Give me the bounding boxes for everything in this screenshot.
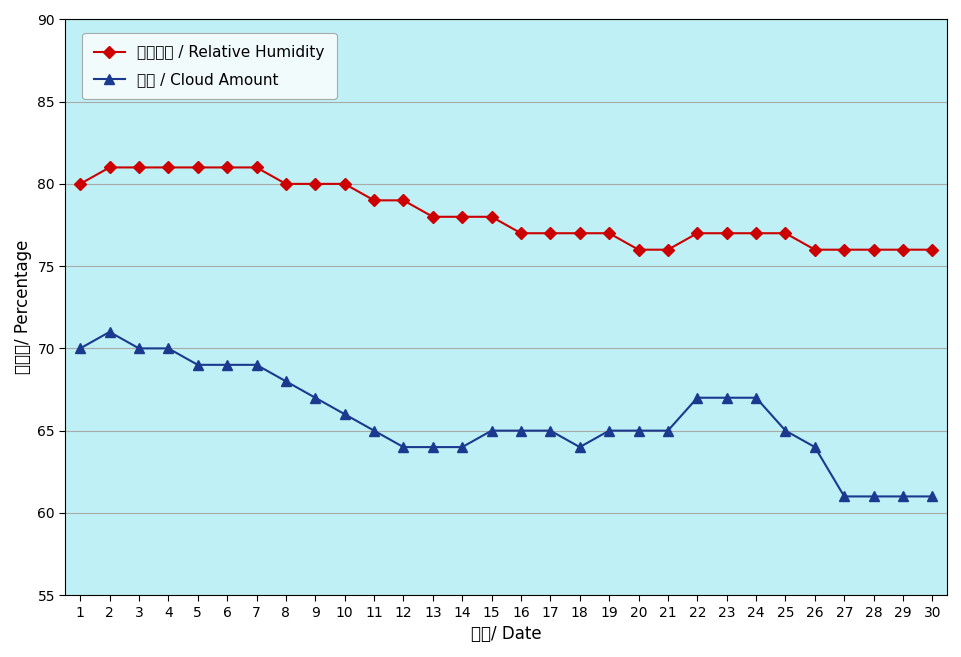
Line: 相對濕度 / Relative Humidity: 相對濕度 / Relative Humidity bbox=[76, 164, 937, 254]
雲量 / Cloud Amount bbox=[809, 443, 821, 451]
相對濕度 / Relative Humidity bbox=[692, 229, 703, 237]
相對濕度 / Relative Humidity bbox=[868, 246, 879, 254]
雲量 / Cloud Amount bbox=[926, 493, 938, 501]
相對濕度 / Relative Humidity bbox=[926, 246, 938, 254]
相對濕度 / Relative Humidity bbox=[398, 196, 409, 204]
相對濕度 / Relative Humidity bbox=[632, 246, 644, 254]
雲量 / Cloud Amount bbox=[632, 426, 644, 434]
雲量 / Cloud Amount bbox=[162, 344, 174, 352]
雲量 / Cloud Amount bbox=[779, 426, 791, 434]
相對濕度 / Relative Humidity bbox=[192, 164, 204, 171]
X-axis label: 日期/ Date: 日期/ Date bbox=[471, 625, 542, 643]
相對濕度 / Relative Humidity bbox=[515, 229, 527, 237]
雲量 / Cloud Amount bbox=[74, 344, 86, 352]
相對濕度 / Relative Humidity bbox=[339, 180, 351, 188]
相對濕度 / Relative Humidity bbox=[456, 213, 468, 221]
雲量 / Cloud Amount bbox=[839, 493, 850, 501]
雲量 / Cloud Amount bbox=[309, 394, 321, 401]
相對濕度 / Relative Humidity bbox=[721, 229, 732, 237]
雲量 / Cloud Amount bbox=[604, 426, 615, 434]
相對濕度 / Relative Humidity bbox=[251, 164, 262, 171]
雲量 / Cloud Amount bbox=[339, 410, 351, 418]
相對濕度 / Relative Humidity bbox=[779, 229, 791, 237]
相對濕度 / Relative Humidity bbox=[309, 180, 321, 188]
雲量 / Cloud Amount bbox=[104, 328, 115, 336]
相對濕度 / Relative Humidity bbox=[221, 164, 233, 171]
相對濕度 / Relative Humidity bbox=[604, 229, 615, 237]
雲量 / Cloud Amount bbox=[515, 426, 527, 434]
雲量 / Cloud Amount bbox=[486, 426, 498, 434]
相對濕度 / Relative Humidity bbox=[898, 246, 909, 254]
雲量 / Cloud Amount bbox=[721, 394, 732, 401]
相對濕度 / Relative Humidity bbox=[368, 196, 380, 204]
相對濕度 / Relative Humidity bbox=[574, 229, 585, 237]
雲量 / Cloud Amount bbox=[898, 493, 909, 501]
雲量 / Cloud Amount bbox=[868, 493, 879, 501]
雲量 / Cloud Amount bbox=[751, 394, 762, 401]
相對濕度 / Relative Humidity bbox=[427, 213, 438, 221]
相對濕度 / Relative Humidity bbox=[134, 164, 145, 171]
相對濕度 / Relative Humidity bbox=[104, 164, 115, 171]
相對濕度 / Relative Humidity bbox=[839, 246, 850, 254]
相對濕度 / Relative Humidity bbox=[486, 213, 498, 221]
雲量 / Cloud Amount bbox=[692, 394, 703, 401]
Legend: 相對濕度 / Relative Humidity, 雲量 / Cloud Amount: 相對濕度 / Relative Humidity, 雲量 / Cloud Amo… bbox=[82, 33, 336, 99]
相對濕度 / Relative Humidity bbox=[751, 229, 762, 237]
雲量 / Cloud Amount bbox=[280, 377, 291, 385]
雲量 / Cloud Amount bbox=[662, 426, 674, 434]
雲量 / Cloud Amount bbox=[545, 426, 556, 434]
雲量 / Cloud Amount bbox=[251, 361, 262, 369]
雲量 / Cloud Amount bbox=[427, 443, 438, 451]
Line: 雲量 / Cloud Amount: 雲量 / Cloud Amount bbox=[75, 327, 937, 501]
Y-axis label: 百分比/ Percentage: 百分比/ Percentage bbox=[13, 240, 32, 374]
相對濕度 / Relative Humidity bbox=[162, 164, 174, 171]
相對濕度 / Relative Humidity bbox=[74, 180, 86, 188]
雲量 / Cloud Amount bbox=[398, 443, 409, 451]
雲量 / Cloud Amount bbox=[574, 443, 585, 451]
相對濕度 / Relative Humidity bbox=[662, 246, 674, 254]
相對濕度 / Relative Humidity bbox=[280, 180, 291, 188]
雲量 / Cloud Amount bbox=[192, 361, 204, 369]
雲量 / Cloud Amount bbox=[134, 344, 145, 352]
雲量 / Cloud Amount bbox=[368, 426, 380, 434]
相對濕度 / Relative Humidity bbox=[545, 229, 556, 237]
相對濕度 / Relative Humidity bbox=[809, 246, 821, 254]
雲量 / Cloud Amount bbox=[456, 443, 468, 451]
雲量 / Cloud Amount bbox=[221, 361, 233, 369]
